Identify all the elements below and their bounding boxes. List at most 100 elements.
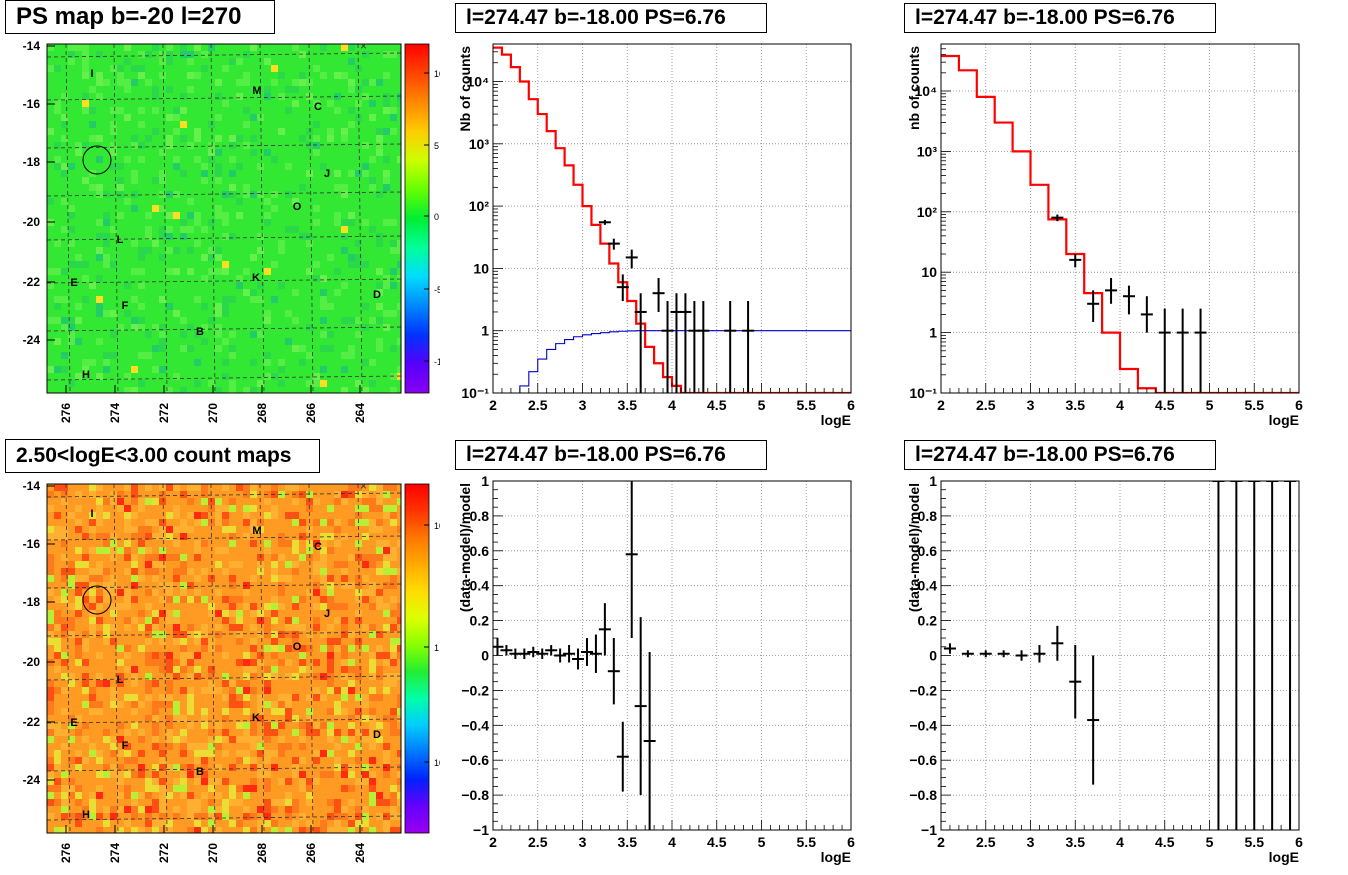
map-tile	[75, 652, 82, 659]
map-tile	[390, 114, 397, 121]
map-tile	[61, 114, 68, 121]
map-tile	[215, 736, 222, 743]
map-tile	[124, 603, 131, 610]
map-tile	[369, 226, 376, 233]
map-tile	[166, 135, 173, 142]
map-tile	[362, 561, 369, 568]
map-tile	[68, 617, 75, 624]
map-tile	[96, 219, 103, 226]
map-tile	[96, 603, 103, 610]
map-tile	[117, 827, 124, 833]
map-tile	[82, 806, 89, 813]
map-tile	[257, 282, 264, 289]
map-tile	[383, 582, 390, 589]
map-tile	[292, 345, 299, 352]
map-ytick-label: -18	[23, 155, 41, 169]
map-tile	[159, 743, 166, 750]
map-tile	[208, 680, 215, 687]
map-tile	[355, 589, 362, 596]
map-tile	[187, 58, 194, 65]
map-ytick-label: -16	[23, 537, 41, 551]
map-tile	[383, 743, 390, 750]
map-tile	[271, 561, 278, 568]
map-tile	[61, 813, 68, 820]
map-tile	[390, 519, 397, 526]
map-tile	[215, 561, 222, 568]
map-tile	[124, 387, 131, 393]
map-tile	[250, 722, 257, 729]
map-tile	[250, 743, 257, 750]
map-tile	[264, 219, 271, 226]
map-tile	[180, 51, 187, 58]
map-tile	[180, 554, 187, 561]
source-label: O	[293, 201, 302, 213]
map-tile	[180, 93, 187, 100]
map-tile	[201, 254, 208, 261]
map-tile	[194, 575, 201, 582]
map-tile	[250, 526, 257, 533]
map-tile	[390, 582, 397, 589]
map-tile	[152, 743, 159, 750]
map-tile	[355, 743, 362, 750]
map-tile	[341, 561, 348, 568]
map-tile	[194, 806, 201, 813]
map-tile	[250, 736, 257, 743]
plot-data	[943, 481, 1297, 830]
map-tile	[327, 771, 334, 778]
map-tile	[369, 624, 376, 631]
map-tile	[187, 722, 194, 729]
map-tile	[383, 624, 390, 631]
map-tile	[152, 799, 159, 806]
map-tile	[397, 568, 401, 575]
map-tile	[117, 736, 124, 743]
map-tile	[110, 750, 117, 757]
map-tile	[131, 65, 138, 72]
map-tile	[159, 324, 166, 331]
map-tile	[369, 687, 376, 694]
map-tile	[159, 561, 166, 568]
map-tile	[278, 708, 285, 715]
map-tile	[348, 687, 355, 694]
map-tile	[348, 715, 355, 722]
map-tile	[47, 708, 54, 715]
map-tile	[369, 659, 376, 666]
map-tile	[96, 338, 103, 345]
map-tile	[341, 617, 348, 624]
map-tile	[75, 491, 82, 498]
residual-plot-mid: 2 2.5 3 3.5 4 4.5 5 5.5 6logE−1−0.8−0.6−0.4−0.20…	[457, 473, 855, 865]
map-tile	[306, 729, 313, 736]
map-tile	[187, 72, 194, 79]
map-tile	[285, 575, 292, 582]
map-tile	[180, 589, 187, 596]
map-tile	[103, 596, 110, 603]
map-tile	[82, 638, 89, 645]
map-tile	[369, 317, 376, 324]
map-tile	[124, 652, 131, 659]
map-tile	[334, 827, 341, 833]
map-tile	[264, 673, 271, 680]
map-tile	[334, 617, 341, 624]
map-tile	[159, 498, 166, 505]
map-tile	[215, 743, 222, 750]
map-tile	[278, 93, 285, 100]
map-tile	[110, 226, 117, 233]
map-tile	[124, 198, 131, 205]
map-tile	[103, 736, 110, 743]
map-tile	[208, 743, 215, 750]
map-grid-line	[46, 492, 402, 498]
map-tile	[341, 666, 348, 673]
plot-data	[493, 46, 851, 393]
map-tile	[61, 268, 68, 275]
map-tile	[61, 624, 68, 631]
xtick-label: 3.5	[1066, 834, 1086, 850]
map-tile	[152, 589, 159, 596]
map-tile	[355, 617, 362, 624]
map-tile	[243, 519, 250, 526]
map-tile	[236, 820, 243, 827]
map-tile	[292, 631, 299, 638]
map-tile	[68, 205, 75, 212]
map-tile	[222, 596, 229, 603]
map-tile	[306, 666, 313, 673]
map-tile	[271, 673, 278, 680]
map-tile	[327, 582, 334, 589]
